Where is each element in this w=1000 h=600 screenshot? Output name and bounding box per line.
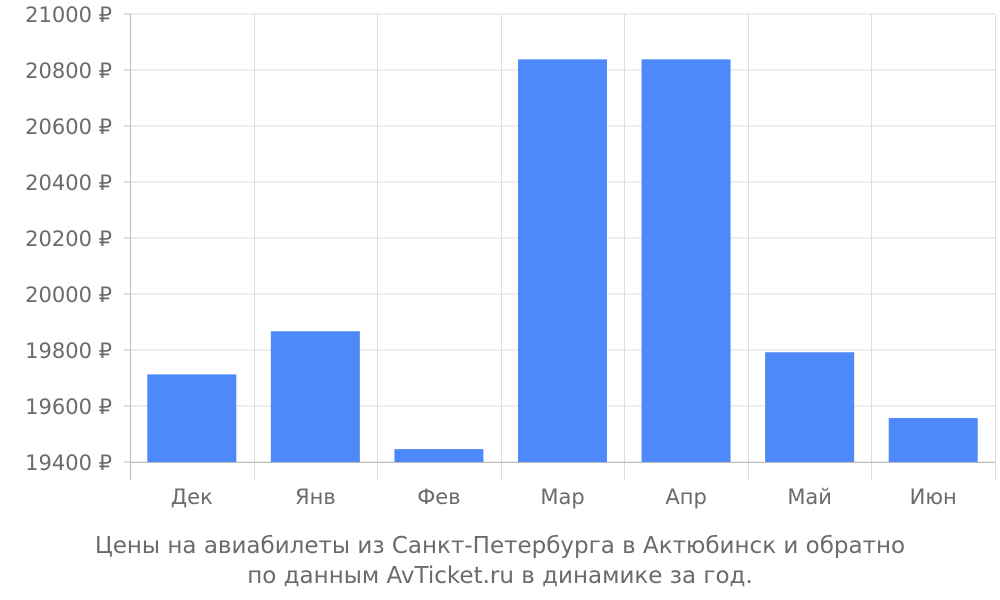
y-tick-label: 19400 ₽: [25, 451, 112, 475]
x-axis-tick-labels: Дек Янв Фев Мар Апр Май Июн: [171, 485, 957, 509]
bar-Мар: [518, 59, 607, 463]
x-tick-label: Дек: [171, 485, 213, 509]
x-tick-label: Янв: [295, 485, 336, 509]
x-tick-label: Мар: [540, 485, 584, 509]
y-tick-label: 20200 ₽: [25, 227, 112, 251]
y-tick-label: 21000 ₽: [25, 3, 112, 27]
y-tick-label: 20800 ₽: [25, 59, 112, 83]
bar-Фев: [394, 449, 484, 462]
bar-Июн: [888, 418, 978, 462]
bar-chart: 19400 ₽ 19600 ₽ 19800 ₽ 20000 ₽ 20200 ₽ 20400…: [25, 3, 996, 509]
bar-Янв: [270, 331, 360, 462]
x-tick-label: Фев: [417, 485, 460, 509]
chart-caption-line-2: по данным AvTicket.ru в динамике за год.: [247, 563, 753, 589]
y-tick-label: 20400 ₽: [25, 171, 112, 195]
x-tick-label: Июн: [910, 485, 957, 509]
y-tick-label: 19600 ₽: [25, 395, 112, 419]
bar-Апр: [641, 59, 731, 463]
y-axis-tick-labels: 19400 ₽ 19600 ₽ 19800 ₽ 20000 ₽ 20200 ₽ 20400…: [25, 3, 112, 475]
x-tick-label: Май: [787, 485, 832, 509]
y-tick-label: 20600 ₽: [25, 115, 112, 139]
bar-Дек: [147, 374, 237, 462]
x-tick-label: Апр: [665, 485, 706, 509]
chart-caption-line-1: Цены на авиабилеты из Санкт-Петербурга в…: [94, 533, 906, 559]
axes: [124, 13, 995, 480]
bars: [147, 59, 978, 463]
bar-Май: [765, 352, 855, 462]
y-tick-label: 20000 ₽: [25, 283, 112, 307]
y-tick-label: 19800 ₽: [25, 339, 112, 363]
